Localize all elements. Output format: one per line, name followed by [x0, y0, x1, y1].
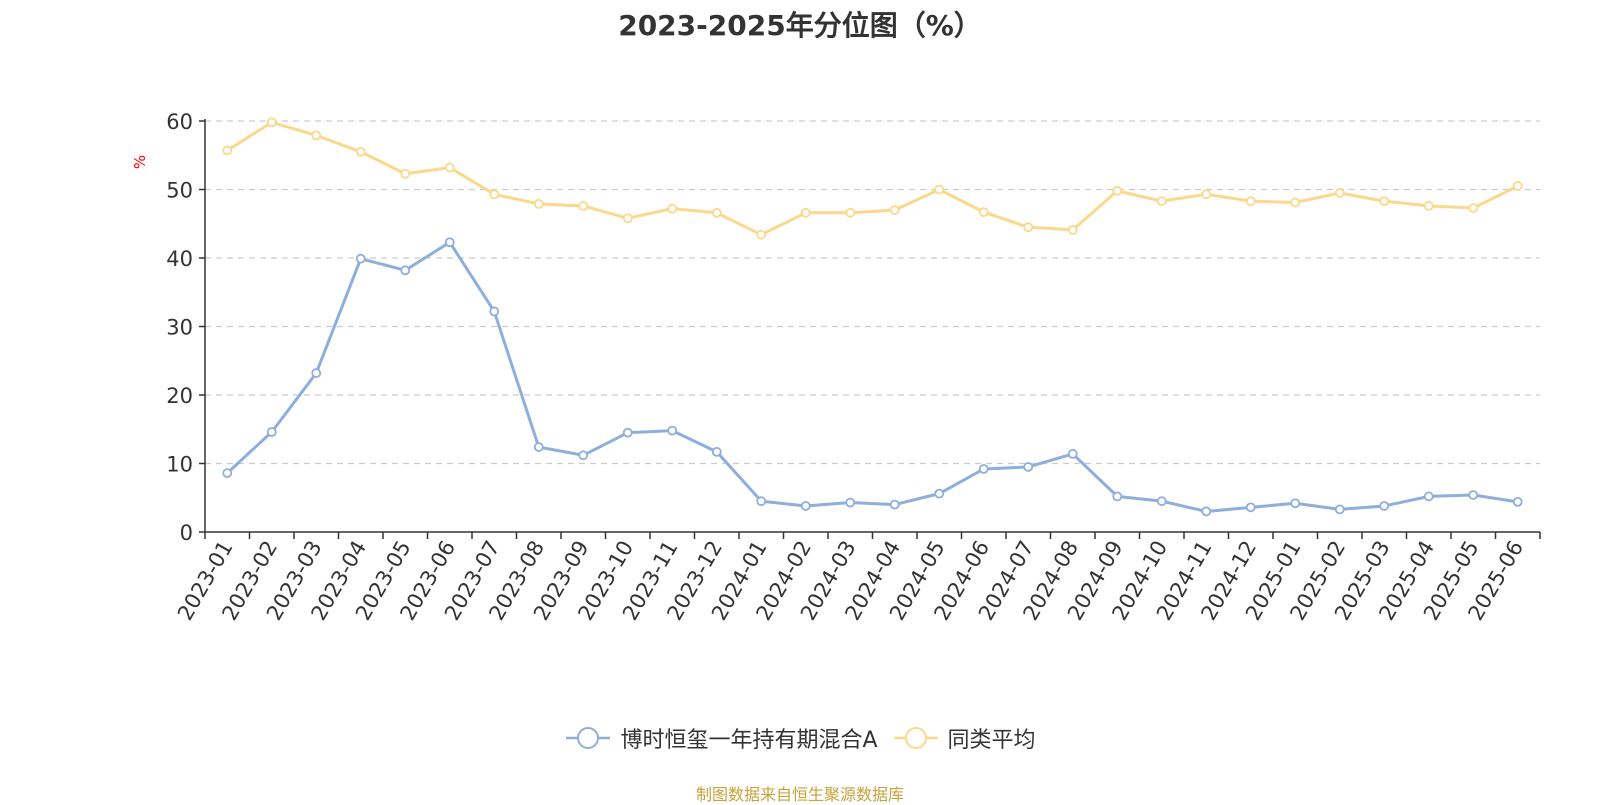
data-point-a	[756, 496, 767, 507]
data-point-b	[1290, 197, 1301, 208]
data-point-b	[355, 146, 366, 157]
data-point-a	[533, 442, 544, 452]
series-line-a	[226, 240, 1518, 513]
data-point-b	[489, 189, 500, 200]
data-point-a	[1423, 491, 1434, 502]
chart-title: 2023-2025年分位图（%）	[618, 9, 982, 42]
data-point-a	[711, 446, 722, 457]
data-point-b	[1201, 189, 1212, 200]
legend-item-series-b[interactable]: 同类平均	[892, 722, 1036, 754]
data-point-b	[934, 184, 945, 195]
data-point-a	[578, 450, 589, 461]
data-point-a	[1201, 506, 1212, 517]
data-point-a	[355, 253, 366, 264]
data-point-b	[1423, 201, 1434, 211]
data-point-b	[622, 213, 633, 224]
legend-marker-series-a	[566, 727, 611, 749]
data-point-b	[222, 145, 233, 156]
data-point-b	[800, 207, 811, 218]
data-point-a	[222, 468, 233, 478]
source-note: 制图数据来自恒生聚源数据库	[695, 785, 904, 804]
data-point-a	[622, 427, 633, 438]
data-point-a	[1067, 449, 1078, 459]
legend: 博时恒玺一年持有期混合A 同类平均	[0, 722, 1600, 754]
data-point-b	[1334, 188, 1345, 198]
data-point-b	[1067, 225, 1078, 235]
data-point-b	[845, 207, 856, 218]
data-point-a	[978, 464, 989, 474]
data-point-b	[1379, 196, 1390, 207]
data-point-a	[400, 265, 411, 276]
data-point-b	[889, 205, 900, 215]
data-point-a	[667, 425, 678, 436]
data-point-a	[845, 497, 856, 508]
y-tick-label: 60	[166, 110, 193, 134]
data-point-b	[444, 162, 455, 173]
data-point-b	[400, 168, 411, 179]
y-tick-label: 0	[180, 521, 193, 545]
data-point-a	[1334, 504, 1345, 515]
data-point-b	[978, 207, 989, 218]
data-point-b	[1512, 181, 1523, 191]
data-point-b	[533, 198, 544, 209]
data-point-a	[444, 237, 455, 248]
data-point-a	[1245, 502, 1256, 513]
y-tick-label: 10	[166, 453, 193, 477]
y-tick-label: 20	[166, 384, 193, 408]
data-point-a	[1512, 496, 1523, 507]
data-point-b	[1023, 222, 1034, 233]
data-point-a	[1156, 496, 1167, 507]
data-point-b	[667, 203, 678, 214]
data-point-a	[934, 488, 945, 499]
data-point-a	[1468, 490, 1479, 500]
y-tick-label: 50	[166, 179, 193, 203]
data-point-b	[311, 130, 322, 141]
data-point-b	[711, 207, 722, 218]
data-point-a	[489, 306, 500, 317]
data-point-b	[266, 117, 277, 128]
data-point-a	[889, 499, 900, 510]
data-point-b	[1112, 185, 1123, 196]
legend-label-series-b: 同类平均	[947, 728, 1036, 753]
y-tick-label: 30	[166, 316, 193, 340]
data-point-b	[1468, 203, 1479, 213]
data-point-a	[800, 501, 811, 511]
y-axis-label: %	[131, 155, 149, 169]
legend-marker-series-b	[893, 727, 938, 749]
data-point-a	[311, 368, 322, 378]
data-point-a	[1290, 498, 1301, 509]
data-point-a	[1379, 501, 1390, 511]
data-point-a	[1023, 462, 1034, 472]
data-point-b	[578, 201, 589, 211]
legend-item-series-a[interactable]: 博时恒玺一年持有期混合A	[564, 722, 878, 754]
series-line-b	[226, 120, 1519, 237]
data-point-a	[266, 427, 277, 437]
y-tick-label: 40	[166, 247, 193, 271]
data-point-a	[1112, 491, 1123, 502]
data-point-b	[756, 229, 767, 240]
data-point-b	[1156, 196, 1167, 207]
legend-label-series-a: 博时恒玺一年持有期混合A	[620, 728, 878, 753]
data-point-b	[1245, 196, 1256, 207]
